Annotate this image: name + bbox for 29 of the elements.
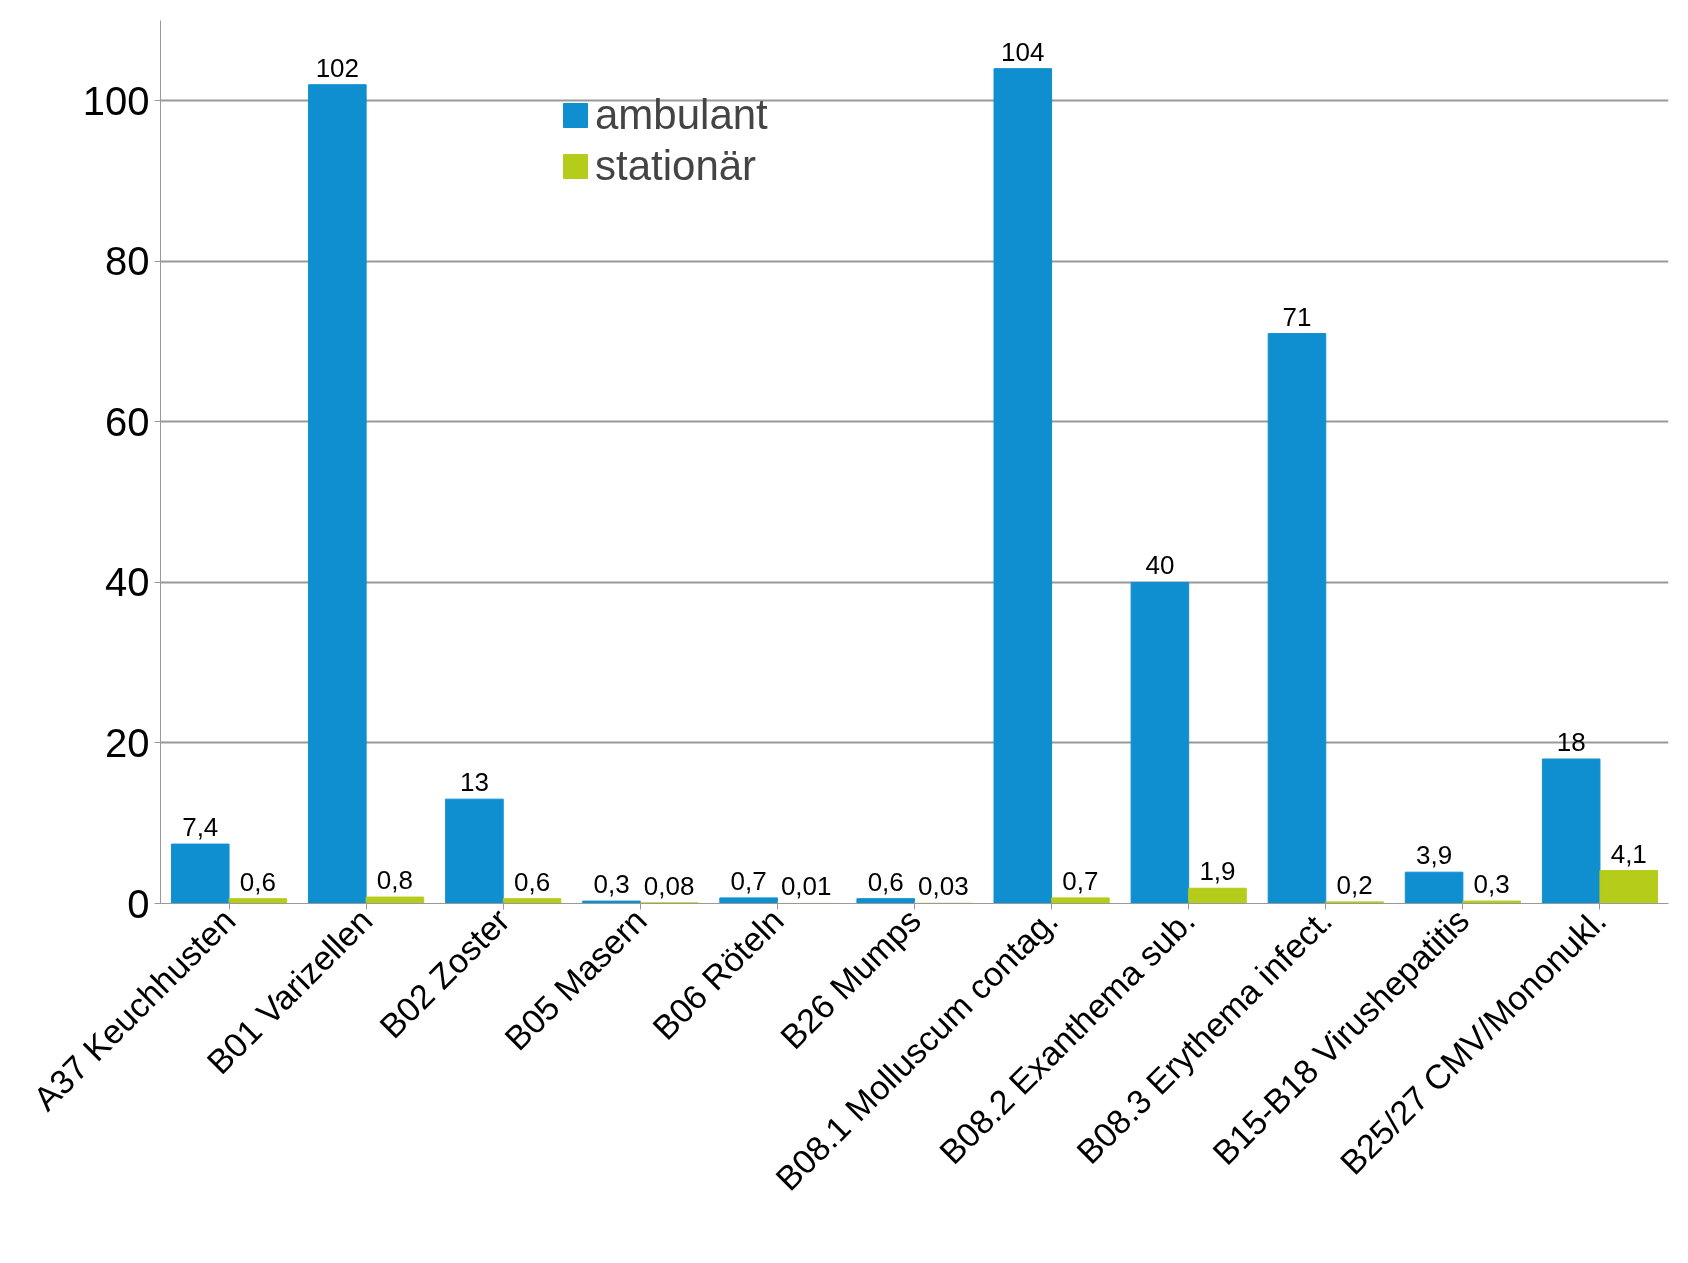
data-label: 104 xyxy=(1001,36,1045,67)
data-label: 0,3 xyxy=(593,869,630,900)
data-label: 102 xyxy=(315,52,360,83)
data-label: 3,9 xyxy=(1416,840,1453,871)
data-label: 0,8 xyxy=(376,865,414,896)
data-label: 0,2 xyxy=(1336,869,1373,900)
data-label: 0,08 xyxy=(643,870,695,901)
data-label: 0,3 xyxy=(1473,869,1510,900)
data-label: 71 xyxy=(1282,301,1312,332)
data-label: 1,9 xyxy=(1199,856,1236,887)
data-label: 0,7 xyxy=(1062,865,1099,896)
y-tick-label: 40 xyxy=(105,560,150,605)
data-label: 0,03 xyxy=(917,871,969,902)
data-label: 0,6 xyxy=(513,866,551,897)
data-label: 40 xyxy=(1145,550,1175,581)
data-label: 18 xyxy=(1556,727,1586,758)
data-label: 4,1 xyxy=(1610,838,1647,869)
legend-label: stationär xyxy=(595,142,757,190)
y-tick-label: 100 xyxy=(82,78,150,123)
y-tick-label: 60 xyxy=(105,399,150,444)
data-label: 0,7 xyxy=(730,865,767,896)
data-label: 0,6 xyxy=(239,866,276,897)
data-label: 7,4 xyxy=(182,812,219,843)
legend-label: ambulant xyxy=(595,91,768,139)
data-label: 13 xyxy=(459,767,489,798)
y-tick-label: 20 xyxy=(105,720,150,765)
data-label: 0,01 xyxy=(780,871,832,902)
y-tick-label: 80 xyxy=(105,239,150,284)
data-label: 0,6 xyxy=(867,866,904,897)
